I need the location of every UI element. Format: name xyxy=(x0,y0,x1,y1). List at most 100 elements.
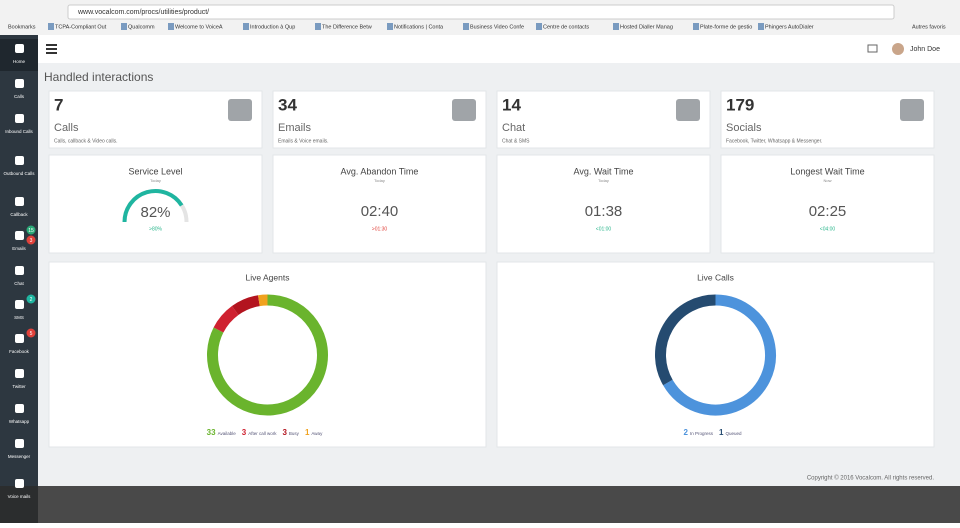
legend-value: 33 xyxy=(207,428,216,437)
chart-title: Live Calls xyxy=(697,272,734,282)
stat-label: Emails xyxy=(278,122,312,134)
sidebar-icon[interactable] xyxy=(15,266,24,275)
sidebar-icon[interactable] xyxy=(15,156,24,165)
kpi-target: <01:00 xyxy=(596,226,612,232)
sidebar-icon[interactable] xyxy=(15,439,24,448)
stat-desc: Emails & Voice emails. xyxy=(278,138,329,144)
sidebar-icon[interactable] xyxy=(15,479,24,488)
bookmark[interactable]: Welcome to VoiceA xyxy=(175,24,223,30)
stat-label: Calls xyxy=(54,122,79,134)
bookmark-icon xyxy=(48,23,54,30)
kpi-period: Now xyxy=(823,178,831,183)
bookmark[interactable]: Centre de contacts xyxy=(543,24,589,30)
sidebar-label: Callback xyxy=(10,212,28,217)
card xyxy=(720,154,935,254)
stat-value: 7 xyxy=(54,95,63,114)
sidebar-icon[interactable] xyxy=(15,369,24,378)
bookmark-icon xyxy=(168,23,174,30)
sidebar-label: Outbound Calls xyxy=(3,171,35,176)
donut-segment xyxy=(207,294,328,416)
kpi-period: Today xyxy=(374,178,385,183)
user-name: John Doe xyxy=(910,46,940,53)
bookmark[interactable]: Plate-forme de gestio xyxy=(700,24,752,30)
bottom-strip xyxy=(0,486,960,523)
kpi-title: Service Level xyxy=(128,166,182,176)
bookmark-icon xyxy=(387,23,393,30)
url: www.vocalcom.com/procs/utilities/product… xyxy=(77,9,209,16)
legend-label: In Progress xyxy=(690,431,714,436)
bookmark-icon xyxy=(613,23,619,30)
bookmark[interactable]: Qualcomm xyxy=(128,24,155,30)
menu-icon xyxy=(46,52,57,54)
badge-count: 3 xyxy=(30,238,33,244)
bookmark-icon xyxy=(693,23,699,30)
sidebar-icon[interactable] xyxy=(15,44,24,53)
page-title: Handled interactions xyxy=(44,70,153,84)
bookmark[interactable]: Bookmarks xyxy=(8,24,36,30)
bookmark[interactable]: Phingers AutoDialer xyxy=(765,24,814,30)
sidebar-icon[interactable] xyxy=(15,79,24,88)
badge xyxy=(26,328,36,338)
donut-segment xyxy=(655,294,716,386)
sidebar-label: Voice mails xyxy=(8,494,32,499)
address-bar[interactable] xyxy=(67,4,895,20)
kpi-value: 02:40 xyxy=(361,203,399,220)
card xyxy=(496,90,711,149)
top-bar xyxy=(38,35,960,63)
donut-segment xyxy=(258,294,268,307)
bookmark-icon xyxy=(463,23,469,30)
stat-desc: Calls, callback & Video calls. xyxy=(54,138,118,144)
stat-value: 14 xyxy=(502,95,521,114)
bookmark[interactable]: Notifications | Conta xyxy=(394,24,444,30)
kpi-period: Today xyxy=(598,178,609,183)
kpi-title: Avg. Wait Time xyxy=(573,166,633,176)
stat-value: 34 xyxy=(278,95,297,114)
bookmark[interactable]: TCPA-Compliant Out xyxy=(55,24,107,30)
sidebar-label: Chat xyxy=(14,281,24,286)
sidebar-label: Facebook xyxy=(9,349,30,354)
badge xyxy=(26,235,36,245)
kpi-title: Avg. Abandon Time xyxy=(341,166,419,176)
stat-icon xyxy=(676,99,700,121)
stat-icon xyxy=(900,99,924,121)
donut-segment xyxy=(213,306,239,333)
gauge-arc xyxy=(122,189,184,223)
avatar[interactable] xyxy=(892,43,904,55)
legend-label: After call work xyxy=(248,431,277,436)
mail-icon[interactable] xyxy=(867,44,878,53)
kpi-period: Today xyxy=(150,178,161,183)
legend-value: 1 xyxy=(719,428,724,437)
badge xyxy=(26,225,36,235)
bookmark[interactable]: Business Video Confe xyxy=(470,24,524,30)
sidebar-icon[interactable] xyxy=(15,197,24,206)
badge xyxy=(26,294,36,304)
sidebar-icon[interactable] xyxy=(15,334,24,343)
active-item xyxy=(0,39,38,71)
sidebar-icon[interactable] xyxy=(15,114,24,123)
sidebar-icon[interactable] xyxy=(15,300,24,309)
stat-icon xyxy=(452,99,476,121)
bookmark[interactable]: Introduction à Qup xyxy=(250,24,295,30)
stat-value: 179 xyxy=(726,95,754,114)
sidebar-label: Home xyxy=(13,59,26,64)
donut-segment xyxy=(663,294,776,416)
bookmark-icon xyxy=(315,23,321,30)
sidebar-label: Twitter xyxy=(12,384,26,389)
bookmark-icon xyxy=(758,23,764,30)
chart-title: Live Agents xyxy=(246,272,290,282)
bookmark[interactable]: The Difference Betw xyxy=(322,24,372,30)
sidebar-icon[interactable] xyxy=(15,231,24,240)
sidebar-label: Messenger xyxy=(8,454,31,459)
card xyxy=(48,154,263,254)
legend-value: 3 xyxy=(242,428,247,437)
sidebar-label: Calls xyxy=(14,94,25,99)
menu-icon[interactable] xyxy=(46,44,57,46)
badge-count: 15 xyxy=(28,228,34,234)
stat-icon xyxy=(228,99,252,121)
sidebar xyxy=(0,35,38,523)
bookmark[interactable]: Hosted Dialler Manag xyxy=(620,24,673,30)
sidebar-icon[interactable] xyxy=(15,404,24,413)
bookmark-icon xyxy=(536,23,542,30)
kpi-title: Longest Wait Time xyxy=(790,166,864,176)
